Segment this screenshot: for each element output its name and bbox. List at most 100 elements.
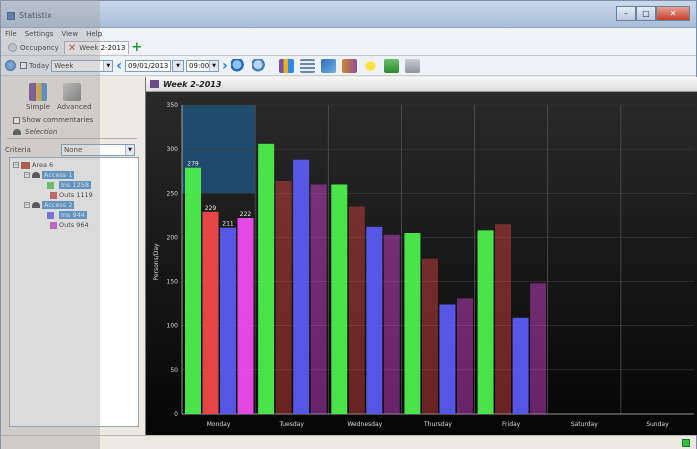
bar-chart: 0 50 100 150 200 250 300 350 279 229 211 222 Monday T…	[146, 92, 697, 435]
access-icon	[32, 202, 40, 208]
bar	[383, 234, 400, 414]
close-tab-icon[interactable]: ✕	[67, 42, 77, 54]
bar	[530, 283, 547, 414]
tab-occupancy[interactable]: Occupancy	[5, 41, 62, 54]
today-checkbox[interactable]	[20, 62, 27, 69]
tree-ins-1-label: Ins 1258	[59, 181, 92, 189]
tree-outs-1-label: Outs 1119	[59, 191, 93, 199]
bar-chart-icon[interactable]	[278, 58, 294, 73]
add-tab-icon[interactable]: +	[131, 39, 143, 55]
star-icon[interactable]	[362, 58, 378, 73]
tab-week[interactable]: ✕ Week 2-2013	[63, 41, 130, 54]
export-icon[interactable]	[341, 58, 357, 73]
book-icon[interactable]	[383, 58, 399, 73]
print-icon[interactable]	[404, 58, 420, 73]
criteria-select[interactable]: None ▼	[61, 144, 135, 156]
title-bar: Statistix – □ ✕	[1, 1, 696, 28]
bar	[331, 184, 348, 414]
in-arrow-icon	[47, 211, 57, 219]
data-label: 279	[187, 161, 199, 168]
bar	[477, 230, 494, 414]
y-tick-label: 100	[167, 323, 179, 330]
collapse-icon[interactable]: −	[13, 162, 19, 168]
bar	[456, 298, 473, 414]
simple-label: Simple	[26, 103, 50, 111]
advanced-label: Advanced	[57, 103, 92, 111]
show-commentaries-checkbox[interactable]	[13, 116, 20, 124]
tree-area[interactable]: − Area 6	[13, 161, 53, 169]
bar	[310, 184, 327, 414]
y-tick-label: 200	[167, 234, 179, 241]
table-icon[interactable]	[299, 58, 315, 73]
advanced-chart-icon	[63, 83, 81, 101]
time-select[interactable]: 09:00 ▼	[186, 59, 220, 72]
menu-view[interactable]: View	[61, 30, 79, 38]
window-controls: – □ ✕	[616, 6, 690, 21]
bar	[275, 180, 292, 414]
x-tick-label: Tuesday	[279, 421, 305, 428]
y-tick-label: 300	[167, 146, 179, 153]
occupancy-icon	[8, 43, 17, 52]
report-icon[interactable]	[320, 58, 336, 73]
bar	[237, 218, 254, 414]
data-label: 222	[240, 211, 252, 218]
access-icon	[32, 172, 40, 178]
tree-access-2[interactable]: − Access 2	[24, 201, 75, 209]
y-tick-label: 150	[167, 279, 179, 286]
period-select[interactable]: Week ▼	[51, 59, 114, 72]
y-tick-label: 250	[167, 190, 179, 197]
collapse-icon[interactable]: −	[24, 202, 30, 208]
tree-area-label: Area 6	[32, 161, 54, 169]
view-mode-buttons: Simple Advanced	[23, 83, 92, 111]
tree-outs-2[interactable]: Outs 964	[47, 221, 89, 229]
left-panel: Simple Advanced Show commentaries Select…	[3, 77, 142, 435]
divider	[7, 138, 137, 139]
show-commentaries-row[interactable]: Show commentaries	[13, 116, 93, 124]
tree-outs-2-label: Outs 964	[59, 221, 89, 229]
previous-arrow-icon[interactable]: ‹	[116, 57, 123, 74]
status-bar	[1, 435, 696, 449]
bar	[258, 143, 275, 415]
menu-help[interactable]: Help	[86, 30, 103, 38]
date-field[interactable]: 09/01/2013	[125, 59, 172, 72]
selection-icon	[13, 129, 21, 135]
minimize-button[interactable]: –	[616, 6, 636, 21]
close-button[interactable]: ✕	[656, 6, 690, 21]
bar	[495, 224, 512, 414]
criteria-label: Criteria	[5, 146, 31, 154]
maximize-button[interactable]: □	[636, 6, 656, 21]
menu-settings[interactable]: Settings	[24, 30, 54, 38]
simple-button[interactable]: Simple	[23, 83, 53, 111]
access-tree: − Area 6 − Access 1 Ins 1258 Outs 1119 −…	[9, 157, 139, 427]
zoom-in-icon[interactable]	[230, 58, 246, 73]
menu-file[interactable]: File	[5, 30, 17, 38]
chart-header: Week 2-2013	[146, 77, 697, 92]
zoom-out-icon[interactable]	[251, 58, 267, 73]
collapse-icon[interactable]: −	[24, 172, 30, 178]
tree-access-2-label: Access 2	[42, 201, 75, 209]
chevron-down-icon: ▼	[173, 60, 184, 71]
tree-outs-1[interactable]: Outs 1119	[47, 191, 93, 199]
next-arrow-icon[interactable]: ›	[222, 57, 228, 74]
show-commentaries-label: Show commentaries	[22, 116, 94, 124]
refresh-icon[interactable]	[5, 60, 16, 71]
chevron-down-icon: ▼	[125, 145, 134, 155]
time-value: 09:00	[189, 61, 210, 70]
x-tick-label: Sunday	[646, 421, 669, 428]
tab-occupancy-label: Occupancy	[20, 43, 59, 52]
tab-week-label: Week 2-2013	[79, 44, 126, 52]
y-tick-label: 350	[167, 102, 179, 109]
tree-access-1[interactable]: − Access 1	[24, 171, 75, 179]
bar	[421, 258, 438, 414]
criteria-value: None	[64, 146, 83, 154]
bar	[202, 211, 219, 414]
tree-ins-2[interactable]: Ins 944	[47, 211, 87, 219]
y-axis-label: Persons/Day	[153, 243, 160, 281]
in-arrow-icon	[47, 181, 57, 189]
advanced-button[interactable]: Advanced	[57, 83, 92, 111]
tree-ins-1[interactable]: Ins 1258	[47, 181, 92, 189]
date-picker-button[interactable]: ▼	[172, 59, 185, 72]
selection-label: Selection	[25, 128, 58, 136]
data-label: 229	[205, 205, 217, 212]
